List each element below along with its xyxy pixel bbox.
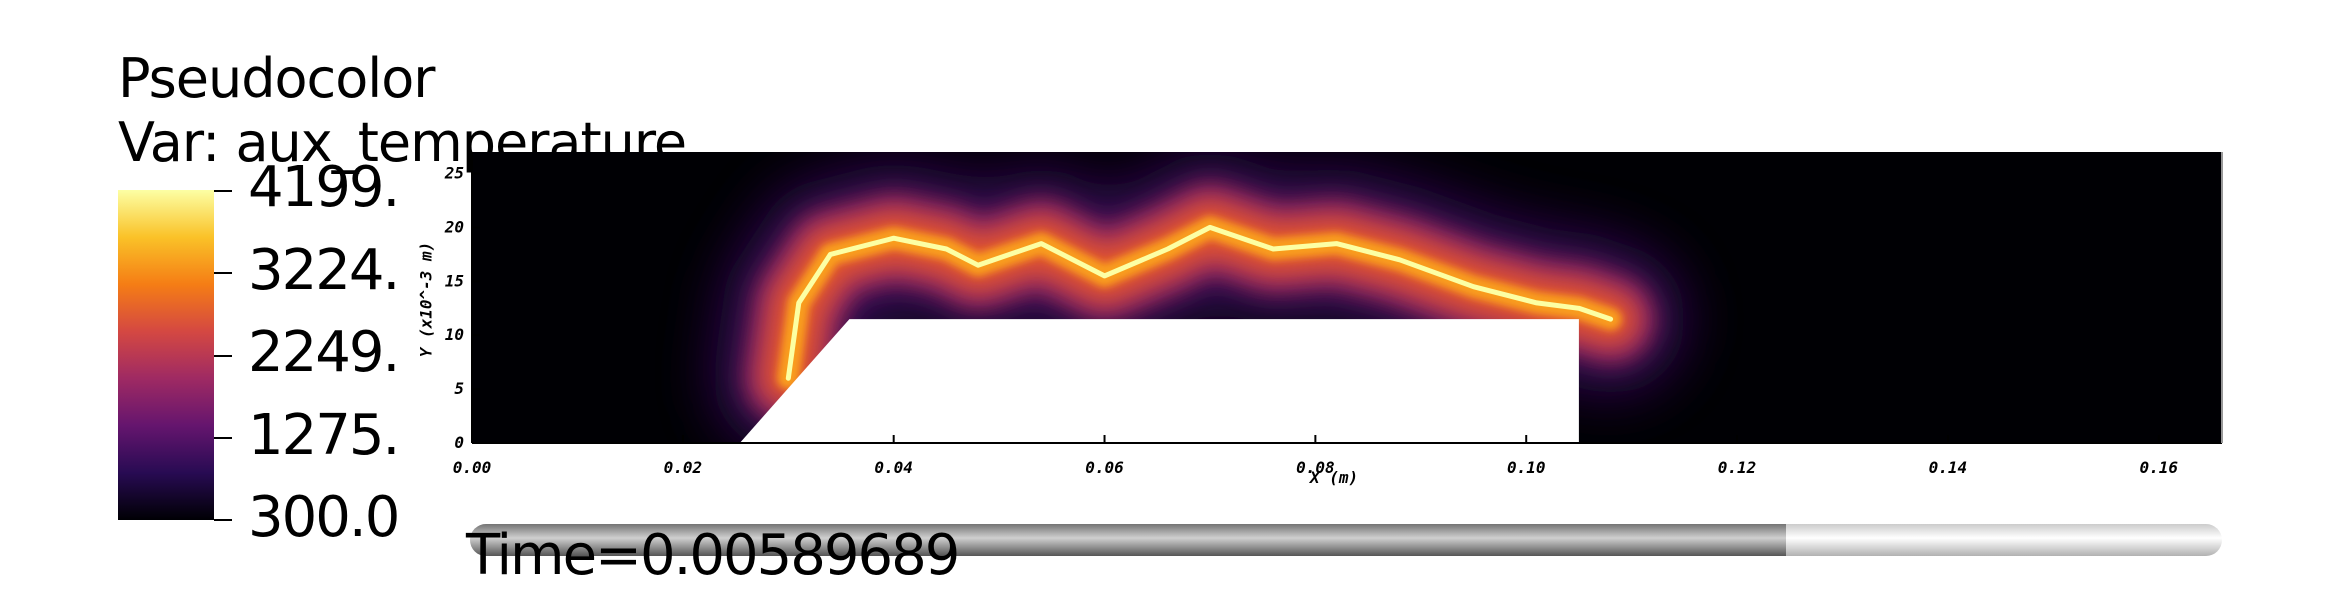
x-axis-title: X (m): [1310, 468, 1359, 487]
colorbar-tick-label: 1275.: [248, 403, 400, 468]
colorbar-tick-label: 4199.: [248, 155, 400, 220]
legend-title: Pseudocolor: [118, 47, 435, 110]
x-tick-label: 0.02: [664, 458, 703, 477]
obstacle: [739, 319, 1579, 443]
y-tick-label: 15: [445, 271, 464, 290]
y-tick-label: 20: [444, 217, 464, 236]
flame-front-line: [785, 224, 1614, 381]
time-slider-fill: [470, 524, 1786, 556]
y-axis-title: Y (x10^-3 m): [416, 241, 436, 358]
x-tick-label: 0.06: [1085, 458, 1124, 477]
colorbar-tick-mark: [214, 437, 232, 439]
x-tick-label: 0.10: [1507, 458, 1546, 477]
x-tick-label: 0.00: [453, 458, 492, 477]
y-tick-label: 25: [444, 164, 464, 183]
colorbar-tick-mark: [214, 519, 232, 521]
colorbar-tick-label: 3224.: [248, 238, 400, 303]
x-tick-label: 0.04: [874, 458, 913, 477]
y-tick-label: 10: [445, 325, 464, 344]
x-tick-label: 0.12: [1718, 458, 1757, 477]
colorbar-tick-label: 300.0: [248, 485, 400, 550]
colorbar-tick-mark: [214, 190, 232, 192]
colorbar-tick-mark: [214, 272, 232, 274]
colorbar: [118, 190, 214, 520]
time-slider[interactable]: [466, 520, 2226, 560]
y-tick-label: 5: [454, 379, 464, 398]
colorbar-tick-label: 2249.: [248, 320, 400, 385]
x-tick-label: 0.08: [1296, 458, 1335, 477]
colorbar-tick-mark: [214, 355, 232, 357]
x-tick-label: 0.14: [1929, 458, 1968, 477]
time-label: Time=0.00589689: [466, 523, 960, 588]
x-tick-label: 0.16: [2139, 458, 2178, 477]
y-tick-label: 0: [454, 433, 464, 452]
